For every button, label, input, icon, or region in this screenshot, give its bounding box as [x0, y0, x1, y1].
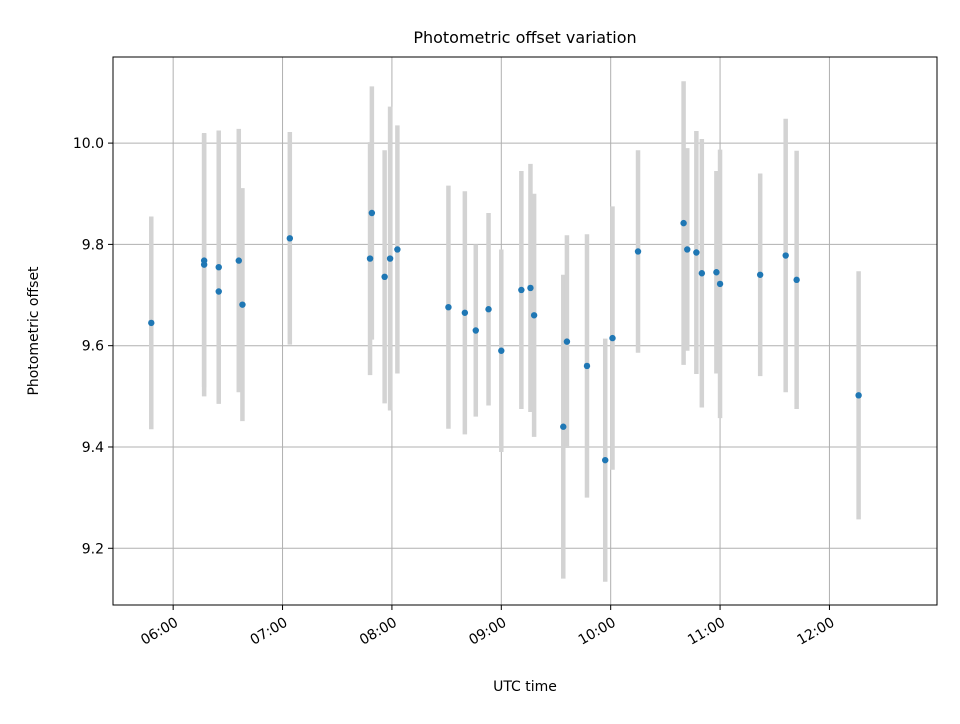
data-point	[530, 312, 538, 319]
data-point	[286, 235, 294, 242]
x-tick-label: 11:00	[685, 615, 728, 649]
data-point	[239, 301, 246, 308]
data-point	[855, 392, 862, 399]
data-point	[680, 219, 687, 227]
data-point	[200, 257, 208, 264]
x-tick-label: 07:00	[248, 615, 291, 649]
data-point	[527, 284, 534, 292]
y-axis-label: Photometric offset	[26, 266, 42, 396]
data-point	[461, 309, 469, 316]
data-point	[518, 286, 525, 294]
data-point	[366, 255, 374, 262]
data-point	[583, 362, 591, 370]
data-point	[756, 271, 764, 278]
y-tick-label: 9.8	[82, 237, 104, 253]
data-point	[215, 288, 222, 295]
data-point	[563, 338, 571, 345]
data-point	[386, 255, 394, 262]
data-point	[634, 248, 642, 255]
chart-title: Photometric offset variation	[413, 28, 636, 47]
data-point	[602, 456, 609, 464]
data-point	[235, 257, 242, 264]
data-point	[713, 269, 720, 276]
data-point	[684, 246, 691, 253]
data-point	[716, 280, 724, 288]
data-points	[148, 209, 862, 464]
data-point	[609, 334, 616, 342]
data-point	[693, 249, 700, 256]
x-tick-label: 12:00	[794, 615, 837, 649]
data-point	[698, 270, 706, 277]
data-point	[394, 246, 401, 253]
data-point	[215, 263, 222, 271]
data-point	[560, 423, 567, 430]
plot-area-frame	[112, 56, 938, 606]
data-point	[782, 252, 789, 259]
data-point	[485, 306, 492, 313]
data-point	[148, 319, 155, 327]
x-tick-label: 09:00	[466, 615, 509, 649]
x-axis-label: UTC time	[493, 679, 557, 695]
y-axis-ticks: 9.2 9.4 9.6 9.8 10.0	[73, 136, 113, 557]
data-point	[498, 347, 505, 354]
data-point	[445, 303, 452, 311]
error-bars	[149, 81, 861, 582]
y-tick-label: 9.2	[82, 541, 104, 557]
x-tick-label: 06:00	[138, 615, 181, 649]
x-tick-label: 10:00	[576, 615, 619, 649]
data-point	[472, 327, 479, 334]
y-tick-label: 9.6	[82, 339, 104, 355]
data-point	[381, 273, 388, 281]
x-axis-ticks: 06:00 07:00 08:00 09:00 10:00 11:00 12:00	[138, 605, 837, 649]
y-tick-label: 9.4	[82, 440, 104, 456]
data-point	[368, 209, 376, 217]
x-tick-label: 08:00	[357, 615, 400, 649]
data-point	[793, 276, 800, 284]
y-tick-label: 10.0	[73, 136, 104, 152]
